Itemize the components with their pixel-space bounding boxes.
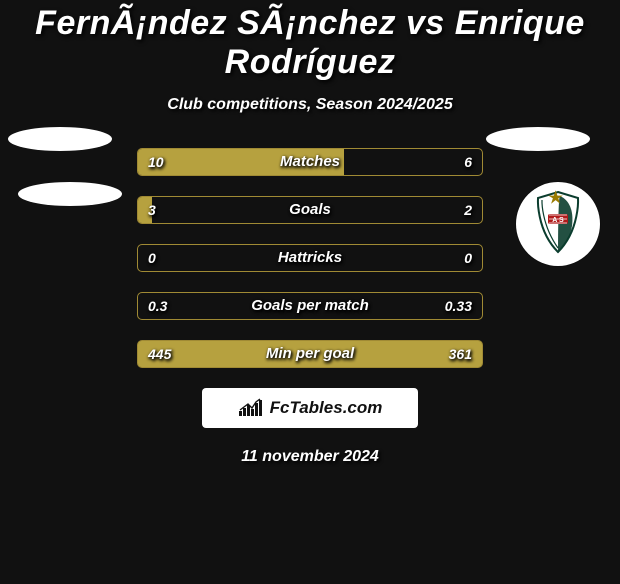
stat-label: Min per goal [138,341,482,367]
bar-chart-icon [238,398,264,418]
stat-row: 00Hattricks [137,244,483,272]
player-left-ellipse [8,127,112,151]
stat-label: Goals [138,197,482,223]
club-crest-right: A S [516,182,600,266]
brand-label: FcTables.com [270,398,383,418]
stat-label: Goals per match [138,293,482,319]
shield-icon: A S [534,190,582,256]
stat-row: 0.30.33Goals per match [137,292,483,320]
svg-text:A S: A S [552,217,564,224]
player-left-ellipse-2 [18,182,122,206]
player-right-ellipse [486,127,590,151]
stat-label: Matches [138,149,482,175]
date-label: 11 november 2024 [0,448,620,466]
subtitle: Club competitions, Season 2024/2025 [0,96,620,114]
page-title: FernÃ¡ndez SÃ¡nchez vs Enrique Rodríguez [0,4,620,82]
stats-bars: 106Matches 32Goals 00Hattricks 0.30.33Goals… [137,148,483,368]
stat-label: Hattricks [138,245,482,271]
stat-row: 445361Min per goal [137,340,483,368]
stat-row: 32Goals [137,196,483,224]
brand-box[interactable]: FcTables.com [202,388,418,428]
stat-row: 106Matches [137,148,483,176]
